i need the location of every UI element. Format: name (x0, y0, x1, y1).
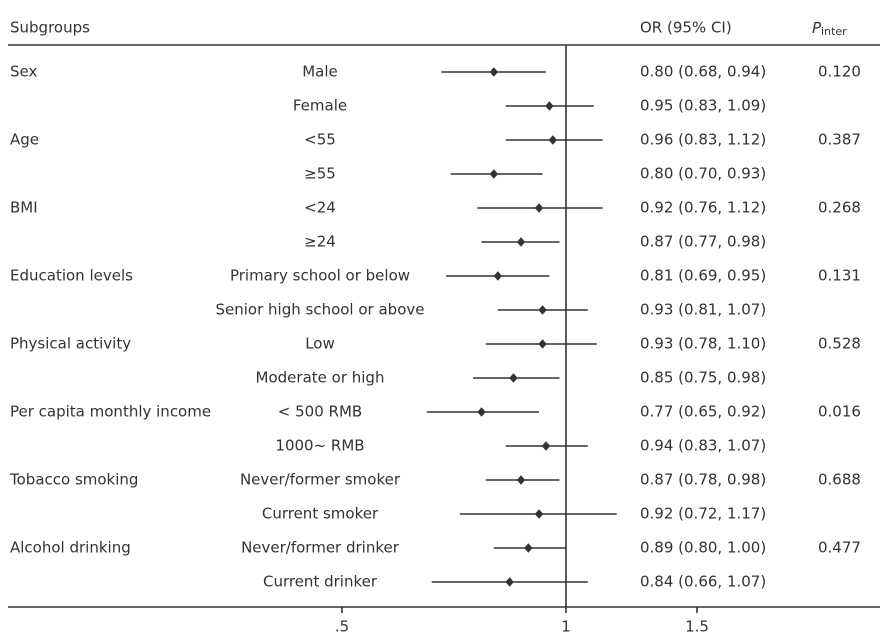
x-tick-label: 1.5 (685, 618, 709, 636)
point-estimate (509, 373, 518, 383)
estimate-label: 0.95 (0.83, 1.09) (640, 97, 766, 115)
subgroup-label: 1000~ RMB (275, 437, 364, 455)
point-estimate (493, 271, 503, 281)
p-value: 0.131 (818, 267, 861, 285)
group-label: Education levels (10, 267, 133, 285)
subgroup-label: Senior high school or above (216, 301, 425, 319)
subgroups-header: Subgroups (10, 19, 90, 37)
estimate-label: 0.77 (0.65, 0.92) (640, 403, 766, 421)
point-estimate (545, 101, 554, 111)
x-tick-label: 1 (561, 618, 571, 636)
subgroup-label: Female (293, 97, 347, 115)
estimate-label: 0.81 (0.69, 0.95) (640, 267, 766, 285)
estimate-label: 0.96 (0.83, 1.12) (640, 131, 766, 149)
p-value: 0.120 (818, 63, 861, 81)
p-subscript: inter (821, 25, 847, 38)
estimate-label: 0.89 (0.80, 1.00) (640, 539, 766, 557)
p-value: 0.268 (818, 199, 861, 217)
estimate-header: OR (95% CI) (640, 19, 732, 37)
subgroup-label: Male (302, 63, 338, 81)
estimate-label: 0.80 (0.68, 0.94) (640, 63, 766, 81)
point-estimate (538, 305, 547, 315)
subgroup-label: Low (305, 335, 335, 353)
point-estimate (538, 339, 547, 349)
p-header: Pinter (812, 19, 847, 39)
estimate-label: 0.93 (0.78, 1.10) (640, 335, 766, 353)
group-label: Tobacco smoking (9, 471, 138, 489)
subgroup-label: Never/former smoker (240, 471, 401, 489)
point-estimate (489, 169, 499, 179)
p-symbol: P (812, 19, 822, 37)
p-value: 0.477 (818, 539, 861, 557)
group-label: Physical activity (10, 335, 131, 353)
point-estimate (516, 237, 526, 247)
estimate-label: 0.92 (0.72, 1.17) (640, 505, 766, 523)
point-estimate (534, 203, 544, 213)
subgroup-label: Moderate or high (256, 369, 385, 387)
estimate-label: 0.94 (0.83, 1.07) (640, 437, 766, 455)
estimate-label: 0.93 (0.81, 1.07) (640, 301, 766, 319)
point-estimate (524, 543, 533, 553)
subgroup-label: Current drinker (263, 573, 378, 591)
estimate-label: 0.87 (0.78, 0.98) (640, 471, 766, 489)
estimate-label: 0.80 (0.70, 0.93) (640, 165, 766, 183)
estimate-label: 0.92 (0.76, 1.12) (640, 199, 766, 217)
subgroup-label: <24 (304, 199, 336, 217)
point-estimate (477, 407, 486, 417)
group-label: Sex (10, 63, 37, 81)
subgroup-label: Primary school or below (230, 267, 410, 285)
p-value: 0.688 (818, 471, 861, 489)
point-estimate (548, 135, 557, 145)
p-value: 0.016 (818, 403, 861, 421)
subgroup-label: ≥24 (304, 233, 336, 251)
p-value: 0.387 (818, 131, 861, 149)
estimate-label: 0.84 (0.66, 1.07) (640, 573, 766, 591)
subgroup-label: < 500 RMB (278, 403, 362, 421)
subgroup-label: Never/former drinker (241, 539, 400, 557)
estimate-label: 0.85 (0.75, 0.98) (640, 369, 766, 387)
subgroup-label: <55 (304, 131, 336, 149)
point-estimate (516, 475, 526, 485)
point-estimate (541, 441, 551, 451)
point-estimate (534, 509, 544, 519)
subgroup-label: Current smoker (262, 505, 379, 523)
p-value: 0.528 (818, 335, 861, 353)
group-label: Per capita monthly income (10, 403, 211, 421)
group-label: Alcohol drinking (10, 539, 131, 557)
estimate-label: 0.87 (0.77, 0.98) (640, 233, 766, 251)
group-label: BMI (10, 199, 38, 217)
group-label: Age (10, 131, 39, 149)
subgroup-label: ≥55 (304, 165, 336, 183)
point-estimate (489, 67, 499, 77)
point-estimate (505, 577, 514, 587)
x-tick-label: .5 (335, 618, 349, 636)
